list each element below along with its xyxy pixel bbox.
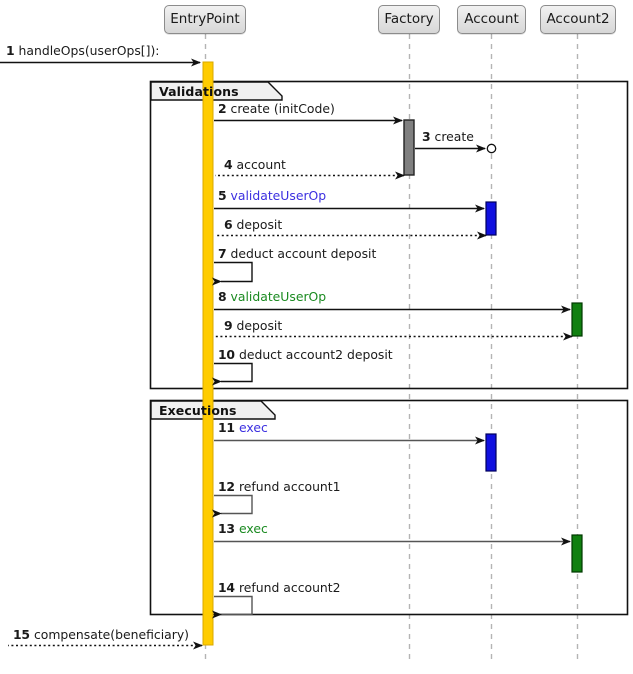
participant-account2[interactable]: Account2 — [540, 5, 616, 34]
message-3-text: create — [434, 129, 474, 144]
message-5-text: validateUserOp — [230, 188, 327, 203]
message-6-text: deposit — [236, 217, 283, 232]
message-label-8: 8 validateUserOp — [218, 289, 327, 304]
arrow-msg-12 — [212, 494, 253, 518]
message-arrows-group — [0, 58, 573, 650]
message-label-1: 1 handleOps(userOps[]): — [6, 43, 160, 58]
message-13-seq: 13 — [218, 521, 239, 536]
message-7-seq: 7 — [218, 246, 231, 261]
activation-account2-exec — [571, 534, 583, 573]
message-8-seq: 8 — [218, 289, 231, 304]
message-15-text: compensate(beneficiary) — [33, 627, 190, 642]
participant-entrypoint-label: EntryPoint — [170, 10, 240, 27]
message-label-3: 3 create — [422, 129, 474, 144]
fragment-executions-text: Executions — [159, 402, 237, 418]
message-3-seq: 3 — [422, 129, 435, 144]
fragment-label-validations: Validations — [151, 82, 271, 100]
message-9-seq: 9 — [224, 318, 237, 333]
activation-entrypoint — [202, 61, 214, 646]
participant-factory-label: Factory — [384, 10, 434, 27]
message-9-text: deposit — [236, 318, 283, 333]
message-10-text: deduct account2 deposit — [238, 347, 393, 362]
message-label-13: 13 exec — [218, 521, 268, 536]
fragment-label-executions: Executions — [151, 401, 266, 419]
message-13-text: exec — [238, 521, 268, 536]
message-2-seq: 2 — [218, 101, 231, 116]
arrow-msg-10 — [212, 362, 253, 386]
message-label-7: 7 deduct account deposit — [218, 246, 377, 261]
message-label-15: 15 compensate(beneficiary) — [13, 627, 190, 642]
activation-account-exec — [485, 433, 497, 472]
message-1-text: handleOps(userOps[]): — [18, 43, 160, 58]
message-4-text: account — [236, 157, 286, 172]
message-label-11: 11 exec — [218, 420, 268, 435]
message-label-6: 6 deposit — [224, 217, 283, 232]
arrow-msg-7 — [212, 261, 253, 286]
fragment-validations-text: Validations — [159, 83, 239, 99]
fragment-validations — [149, 80, 629, 390]
fragment-validations-tab — [150, 81, 283, 101]
message-14-seq: 14 — [218, 580, 239, 595]
message-1-seq: 1 — [6, 43, 19, 58]
message-10-seq: 10 — [218, 347, 239, 362]
activation-account-validate — [485, 201, 497, 236]
message-5-seq: 5 — [218, 188, 231, 203]
message-label-10: 10 deduct account2 deposit — [218, 347, 393, 362]
participant-account-label: Account — [464, 10, 519, 27]
message-6-seq: 6 — [224, 217, 237, 232]
activation-account2-validate — [571, 302, 583, 337]
message-label-2: 2 create (initCode) — [218, 101, 335, 116]
message-label-12: 12 refund account1 — [218, 479, 341, 494]
message-12-seq: 12 — [218, 479, 239, 494]
message-11-seq: 11 — [218, 420, 239, 435]
created-instance-marker — [486, 143, 497, 154]
message-12-text: refund account1 — [238, 479, 341, 494]
message-label-4: 4 account — [224, 157, 286, 172]
message-label-14: 14 refund account2 — [218, 580, 341, 595]
message-15-seq: 15 — [13, 627, 34, 642]
message-4-seq: 4 — [224, 157, 237, 172]
message-2-text: create (initCode) — [230, 101, 335, 116]
message-label-9: 9 deposit — [224, 318, 283, 333]
message-14-text: refund account2 — [238, 580, 341, 595]
participant-account[interactable]: Account — [457, 5, 526, 34]
activation-factory — [403, 119, 415, 176]
participant-account2-label: Account2 — [546, 10, 610, 27]
participant-entrypoint[interactable]: EntryPoint — [164, 5, 246, 34]
arrow-msg-14 — [212, 595, 253, 619]
participant-factory[interactable]: Factory — [378, 5, 440, 34]
activation-bars-group — [202, 61, 583, 646]
message-7-text: deduct account deposit — [230, 246, 377, 261]
message-label-5: 5 validateUserOp — [218, 188, 327, 203]
message-8-text: validateUserOp — [230, 289, 327, 304]
message-11-text: exec — [238, 420, 268, 435]
